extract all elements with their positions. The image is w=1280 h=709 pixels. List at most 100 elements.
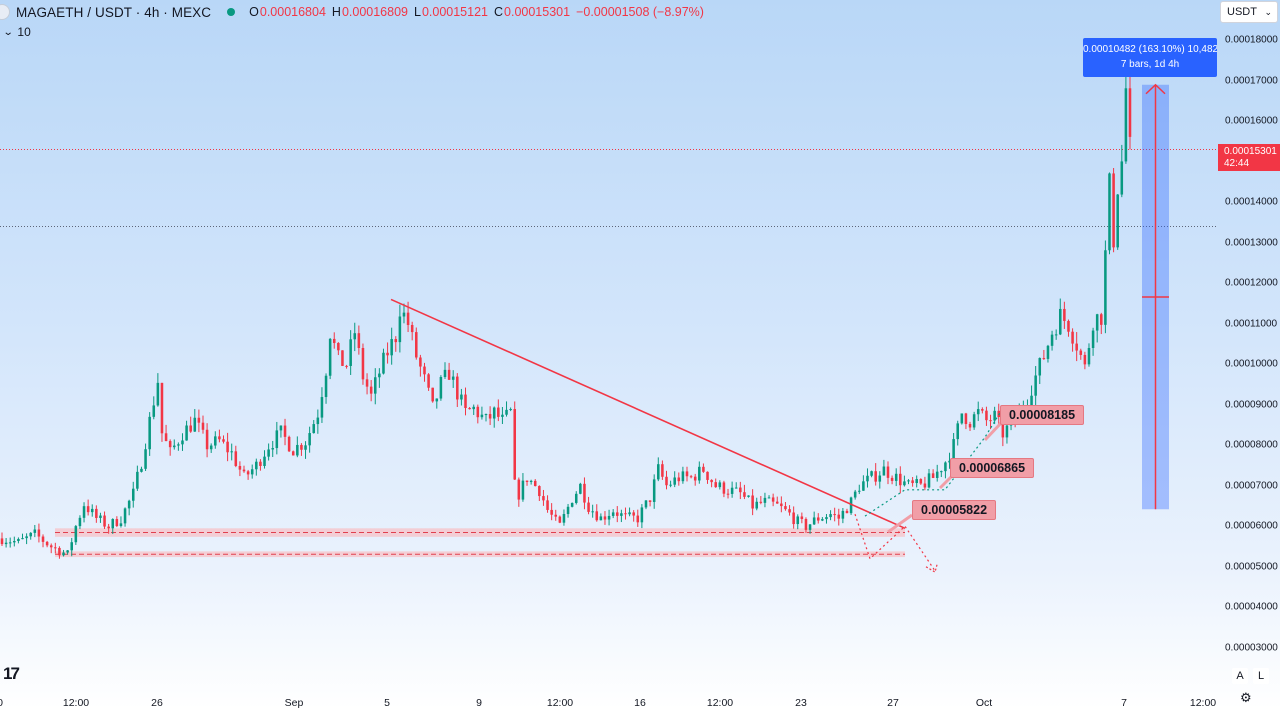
candle-body bbox=[562, 514, 566, 523]
candle bbox=[25, 533, 28, 545]
candle bbox=[160, 382, 164, 442]
candle-body bbox=[952, 439, 955, 461]
candle-body bbox=[378, 373, 381, 378]
candle bbox=[390, 327, 393, 365]
candle-body bbox=[131, 488, 135, 501]
candle-body bbox=[1095, 314, 1099, 331]
candle bbox=[267, 443, 270, 461]
candle bbox=[115, 516, 119, 528]
candle-body bbox=[525, 480, 529, 482]
candle-body bbox=[390, 339, 393, 356]
chevron-down-icon[interactable]: ⌄ bbox=[2, 26, 14, 38]
candle bbox=[1079, 348, 1083, 360]
candle-body bbox=[140, 468, 143, 472]
candle-body bbox=[677, 477, 681, 482]
candle-body bbox=[985, 410, 988, 421]
price-tick-label: 0.00003000 bbox=[1225, 642, 1278, 654]
candle bbox=[505, 401, 508, 417]
candle bbox=[337, 342, 340, 356]
candle-body bbox=[238, 466, 242, 470]
candle-body bbox=[218, 436, 221, 440]
candle bbox=[1095, 313, 1099, 343]
candle bbox=[964, 412, 968, 430]
candle-body bbox=[858, 490, 861, 492]
candle-body bbox=[304, 445, 307, 450]
candle bbox=[345, 364, 348, 369]
candle bbox=[156, 373, 160, 407]
candle bbox=[907, 479, 910, 485]
symbol-title[interactable]: MAGAETH / USDT · 4h · MEXC bbox=[16, 4, 212, 20]
gear-icon[interactable]: ⚙ bbox=[1240, 690, 1252, 705]
candle bbox=[845, 508, 849, 514]
time-tick-label: 12:00 bbox=[1189, 697, 1217, 709]
candle bbox=[1112, 167, 1115, 253]
candle bbox=[837, 508, 841, 526]
volume-legend[interactable]: ⌄ 10 bbox=[2, 25, 31, 39]
candle bbox=[636, 509, 640, 527]
candle-body bbox=[907, 480, 910, 482]
candle bbox=[710, 479, 713, 488]
candle-body bbox=[99, 515, 102, 518]
candle-body bbox=[279, 425, 283, 431]
volume-value: 10 bbox=[17, 25, 31, 39]
price-callout-1[interactable]: 0.00005822 bbox=[912, 500, 997, 520]
candle-body bbox=[0, 538, 4, 545]
auto-scale-button[interactable]: A bbox=[1232, 668, 1248, 684]
candle bbox=[472, 404, 475, 415]
time-axis[interactable]: 0 12:00 26 Sep 5 9 12:00 16 12:00 23 27 Oct 7 12:00 bbox=[0, 664, 1218, 709]
candle bbox=[119, 516, 123, 528]
candle bbox=[833, 507, 836, 522]
candle bbox=[41, 534, 45, 548]
legend-header: MAGAETH / USDT · 4h · MEXC O 0.00016804 H… bbox=[0, 0, 1210, 24]
candle-body bbox=[574, 493, 578, 503]
candle-body bbox=[624, 513, 627, 515]
price-callout-3[interactable]: 0.00008185 bbox=[1000, 405, 1085, 425]
candle-body bbox=[841, 510, 845, 519]
candle bbox=[209, 443, 213, 453]
market-status-icon bbox=[227, 8, 236, 16]
candle bbox=[431, 387, 434, 403]
candle-body bbox=[915, 479, 918, 484]
candle-body bbox=[968, 424, 972, 428]
candle bbox=[812, 511, 816, 525]
candle bbox=[566, 503, 570, 518]
candle bbox=[657, 457, 660, 482]
candle-body bbox=[644, 500, 648, 508]
candle bbox=[611, 509, 615, 519]
candle bbox=[882, 459, 886, 476]
candle bbox=[13, 536, 16, 547]
candle bbox=[17, 537, 20, 544]
candle bbox=[583, 477, 586, 510]
candle bbox=[107, 523, 110, 534]
tradingview-logo-icon[interactable]: 17 bbox=[3, 664, 20, 683]
candle bbox=[488, 406, 492, 426]
last-price-value: 0.00015301 bbox=[1224, 146, 1277, 157]
candle bbox=[439, 375, 443, 401]
candle-body bbox=[927, 473, 931, 488]
time-tick-label: 23 bbox=[795, 697, 807, 709]
candle bbox=[492, 406, 496, 428]
candle-body bbox=[734, 487, 738, 489]
price-axis[interactable]: 0.000180000.000170000.000160000.00015000… bbox=[1218, 24, 1280, 664]
candle bbox=[4, 538, 8, 548]
currency-select[interactable]: USDT ⌄ bbox=[1220, 1, 1278, 23]
log-scale-button[interactable]: L bbox=[1253, 668, 1269, 684]
low-label: L bbox=[414, 5, 421, 19]
candle bbox=[874, 463, 877, 486]
candle bbox=[410, 321, 414, 341]
candle bbox=[780, 496, 783, 513]
candle-body bbox=[853, 491, 857, 498]
candle bbox=[497, 399, 500, 422]
candle-body bbox=[542, 496, 545, 501]
candle bbox=[152, 396, 156, 420]
candle bbox=[890, 475, 894, 485]
candle bbox=[1050, 330, 1054, 351]
candle bbox=[369, 380, 373, 402]
candle bbox=[1108, 172, 1111, 255]
price-callout-2[interactable]: 0.00006865 bbox=[950, 458, 1035, 478]
candle-body bbox=[636, 515, 640, 523]
candle-body bbox=[894, 473, 898, 481]
candle bbox=[238, 461, 242, 477]
candle bbox=[989, 414, 992, 430]
